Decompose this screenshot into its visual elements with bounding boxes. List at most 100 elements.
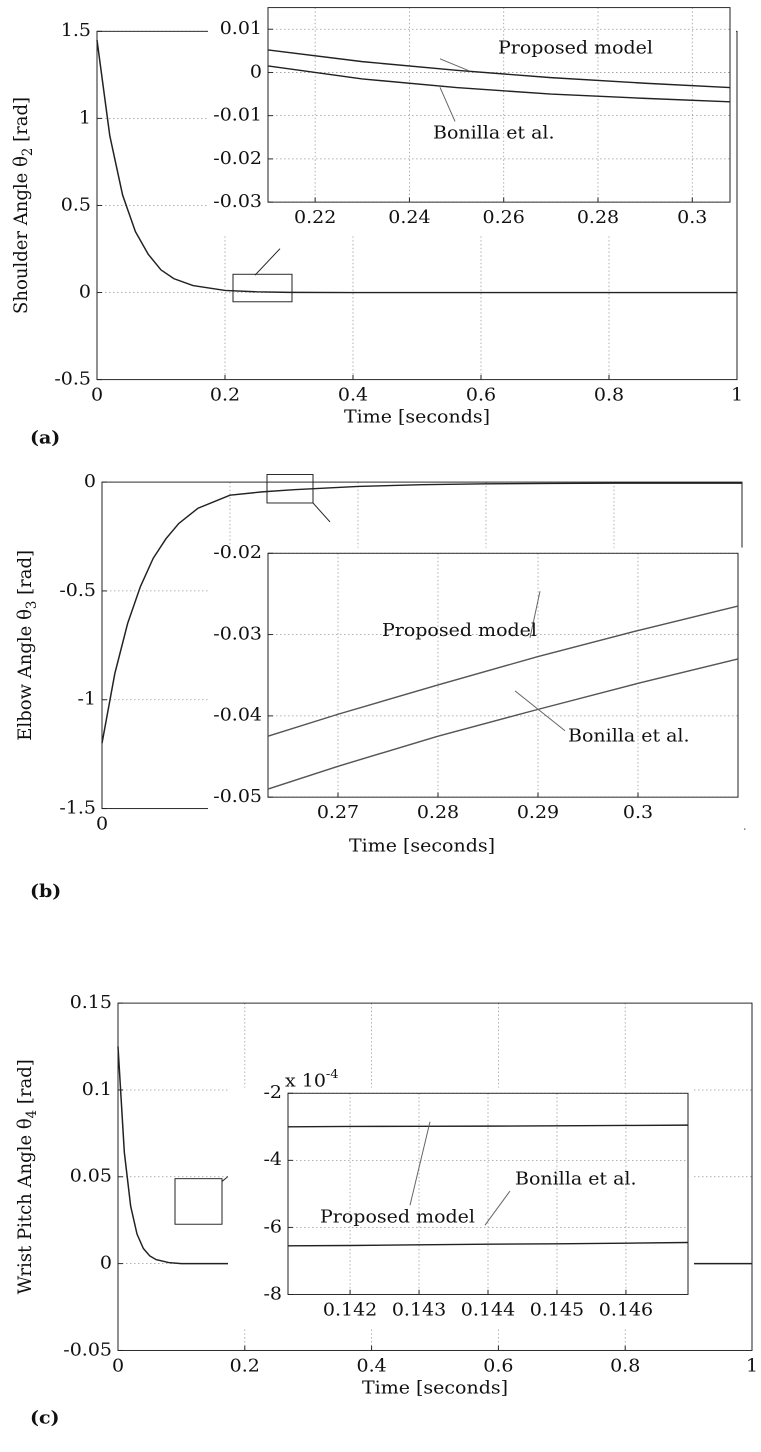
x-tick-label: 0: [112, 1356, 124, 1376]
y-axis-label: Elbow Angle θ3 [rad]: [15, 550, 40, 741]
zoom-box: [232, 273, 293, 303]
x-tick-label: 0.3: [677, 208, 707, 228]
inset-background: [208, 1, 736, 237]
axes-frame: [267, 552, 739, 798]
panel-label: (c): [30, 1408, 60, 1428]
x-tick-label: 0.3: [623, 803, 653, 823]
x-tick-label: 0.28: [417, 803, 459, 823]
y-tick-label: -0.05: [213, 786, 262, 806]
annotation-leader: [529, 591, 541, 638]
y-axis-label: Wrist Pitch Angle θ4 [rad]: [15, 1059, 40, 1294]
x-axis-label: Time [seconds]: [344, 407, 490, 427]
y-tick-label: -0.5: [54, 369, 91, 389]
y-axis-label-text: [rad]: [11, 97, 33, 148]
y-tick-label: -0.05: [63, 1340, 112, 1360]
y-tick-label: -0.01: [213, 105, 262, 125]
y-axis-label-text: Wrist Pitch Angle θ: [15, 1118, 37, 1294]
series-annotation: Proposed model: [382, 620, 537, 640]
x-tick-label: 1: [731, 385, 743, 405]
series-annotation: Proposed model: [498, 38, 653, 58]
annotation-leader: [514, 690, 566, 732]
multiplier-exponent: -4: [326, 1066, 339, 1081]
data-line: [101, 482, 742, 744]
y-axis-label-text: Shoulder Angle θ: [11, 156, 33, 314]
x-tick-label: 0.6: [466, 385, 496, 405]
axes-frame: [267, 7, 731, 203]
x-tick-label: 0.144: [461, 1300, 515, 1320]
x-tick-label: 0.29: [517, 803, 559, 823]
series-annotation: Bonilla et al.: [568, 726, 690, 746]
x-tick-label: 0: [96, 814, 108, 834]
x-tick-label: 0: [91, 385, 103, 405]
y-tick-label: -0.02: [213, 148, 262, 168]
y-tick-label: -0.5: [59, 580, 96, 600]
zoom-box: [174, 1178, 223, 1225]
y-axis-label-text: Elbow Angle θ: [15, 609, 37, 741]
y-tick-label: -8: [263, 1284, 282, 1304]
annotation-leader: [409, 1121, 431, 1206]
x-tick-label: 0.8: [610, 1356, 640, 1376]
x-tick-label: 0.26: [483, 208, 525, 228]
axes-frame: [117, 1002, 753, 1351]
y-axis-label-subscript: 3: [23, 601, 39, 609]
data-line: [267, 49, 731, 89]
data-line: [96, 39, 737, 294]
y-tick-label: 0: [250, 62, 262, 82]
y-tick-label: -1: [77, 689, 96, 709]
data-line: [267, 658, 739, 790]
annotation-leader: [439, 58, 471, 72]
x-tick-label: 0.28: [577, 208, 619, 228]
y-tick-label: 0.05: [70, 1166, 112, 1186]
series-annotation: Bonilla et al.: [515, 1169, 637, 1189]
y-axis-label: Shoulder Angle θ2 [rad]: [11, 97, 36, 314]
y-tick-label: -0.03: [213, 624, 262, 644]
panel-label: (a): [30, 428, 60, 448]
y-tick-label: 1: [79, 108, 91, 128]
x-tick-label: 0.146: [599, 1300, 653, 1320]
y-tick-label: -2: [263, 1083, 282, 1103]
y-tick-label: -4: [263, 1150, 282, 1170]
data-line: [267, 605, 739, 737]
x-tick-label: 0.27: [317, 803, 359, 823]
annotation-leader: [484, 1190, 511, 1226]
x-tick-label: 0.24: [388, 208, 430, 228]
y-tick-label: 0.5: [61, 195, 91, 215]
data-line: [287, 1124, 689, 1128]
x-tick-label: 0.2: [230, 1356, 260, 1376]
data-line: [267, 65, 731, 103]
x-axis-label: Time [seconds]: [349, 836, 495, 856]
y-tick-label: -0.02: [213, 543, 262, 563]
multiplier-base: x 10: [285, 1071, 326, 1091]
annotation-leader: [439, 87, 456, 122]
inset-background: [228, 1087, 694, 1329]
x-tick-label: 0.145: [530, 1300, 584, 1320]
x-axis-label: Time [seconds]: [362, 1378, 508, 1398]
x-tick-label: 0.8: [594, 385, 624, 405]
y-tick-label: 0.1: [82, 1079, 112, 1099]
x-tick-label: 0.22: [294, 208, 336, 228]
axes-frame: [287, 1092, 689, 1295]
y-tick-label: 0.01: [220, 19, 262, 39]
data-line: [287, 1241, 689, 1247]
y-tick-label: -1.5: [59, 798, 96, 818]
x-tick-label: 0.6: [483, 1356, 513, 1376]
y-tick-label: 0: [79, 282, 91, 302]
series-annotation: Bonilla et al.: [433, 123, 555, 143]
y-tick-label: 0: [84, 471, 96, 491]
y-axis-label-subscript: 2: [19, 148, 35, 156]
x-tick-label: 0.142: [323, 1300, 377, 1320]
series-annotation: Proposed model: [320, 1207, 475, 1227]
x-tick-label: 0.2: [210, 385, 240, 405]
inset-background: [208, 547, 744, 832]
y-multiplier: x 10-4: [285, 1066, 339, 1092]
x-tick-label: 0.143: [392, 1300, 446, 1320]
y-tick-label: -0.04: [213, 705, 262, 725]
zoom-arrow: [312, 502, 331, 523]
y-tick-label: -6: [263, 1217, 282, 1237]
y-tick-label: 0.15: [70, 992, 112, 1012]
y-tick-label: -0.03: [213, 191, 262, 211]
zoom-arrow: [254, 248, 281, 276]
x-tick-label: 0.4: [338, 385, 368, 405]
y-axis-label-text: [rad]: [15, 1059, 37, 1110]
